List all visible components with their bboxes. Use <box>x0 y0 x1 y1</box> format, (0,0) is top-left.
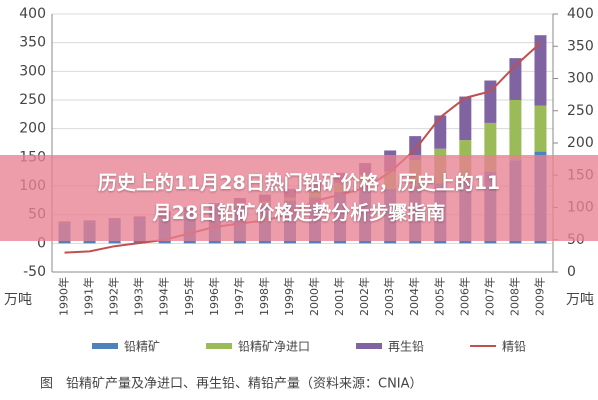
x-tick-label: 2004年 <box>407 277 421 316</box>
y-tick-label: -50 <box>23 264 46 280</box>
x-tick-label: 2000年 <box>307 277 321 316</box>
x-tick-label: 1998年 <box>257 277 271 316</box>
legend-swatch <box>356 343 383 349</box>
y-tick-label: 0 <box>37 235 46 251</box>
y-tick-label: 300 <box>19 63 46 79</box>
bar <box>534 105 547 152</box>
y2-tick-label: 300 <box>567 71 594 87</box>
y2-tick-label: 400 <box>567 6 594 22</box>
legend-label: 精铅 <box>502 340 526 354</box>
x-tick-label: 1999年 <box>282 277 296 316</box>
y2-tick-label: 350 <box>567 38 594 54</box>
y2-unit: 万吨 <box>566 292 594 308</box>
y2-tick-label: 250 <box>567 103 594 119</box>
y-tick-label: 350 <box>19 35 46 51</box>
banner-line: 月28日铅矿价格走势分析步骤指南 <box>152 202 446 224</box>
x-tick-label: 2009年 <box>532 277 546 316</box>
caption: 图 铅精矿产量及净进口、再生铅、精铅产量（资料来源：CNIA） <box>40 377 423 392</box>
x-tick-label: 1997年 <box>232 277 246 316</box>
x-tick-label: 2005年 <box>432 277 446 316</box>
x-tick-label: 2007年 <box>482 277 496 316</box>
bar <box>509 100 522 161</box>
y2-tick-label: 0 <box>567 264 576 280</box>
y2-tick-label: 200 <box>567 135 594 151</box>
x-tick-label: 2008年 <box>507 277 521 316</box>
bar <box>434 115 447 149</box>
y-tick-label: 250 <box>19 92 46 108</box>
x-tick-label: 2001年 <box>332 277 346 316</box>
y-tick-label: 200 <box>19 121 46 137</box>
x-tick-label: 1990年 <box>57 277 71 316</box>
x-tick-label: 2002年 <box>357 277 371 316</box>
y-unit: 万吨 <box>4 292 32 308</box>
bar <box>534 35 547 106</box>
x-tick-label: 1995年 <box>182 277 196 316</box>
x-tick-label: 1996年 <box>207 277 221 316</box>
banner-line: 历史上的11月28日热门铅矿价格，历史上的11 <box>97 172 501 194</box>
x-tick-label: 1991年 <box>82 277 96 316</box>
legend-label: 铅精矿净进口 <box>238 340 310 354</box>
bar <box>459 96 472 141</box>
y-tick-label: 400 <box>19 6 46 22</box>
x-tick-label: 2006年 <box>457 277 471 316</box>
legend-label: 铅精矿 <box>124 340 160 354</box>
legend-swatch <box>92 343 118 349</box>
x-tick-label: 1993年 <box>132 277 146 316</box>
legend-swatch <box>206 343 233 349</box>
x-tick-label: 2003年 <box>382 277 396 316</box>
legend-label: 再生铅 <box>388 340 424 354</box>
x-tick-label: 1994年 <box>157 277 171 316</box>
banner: 历史上的11月28日热门铅矿价格，历史上的11 月28日铅矿价格走势分析步骤指南 <box>0 155 598 241</box>
bar <box>484 80 497 123</box>
x-tick-label: 1992年 <box>107 277 121 316</box>
